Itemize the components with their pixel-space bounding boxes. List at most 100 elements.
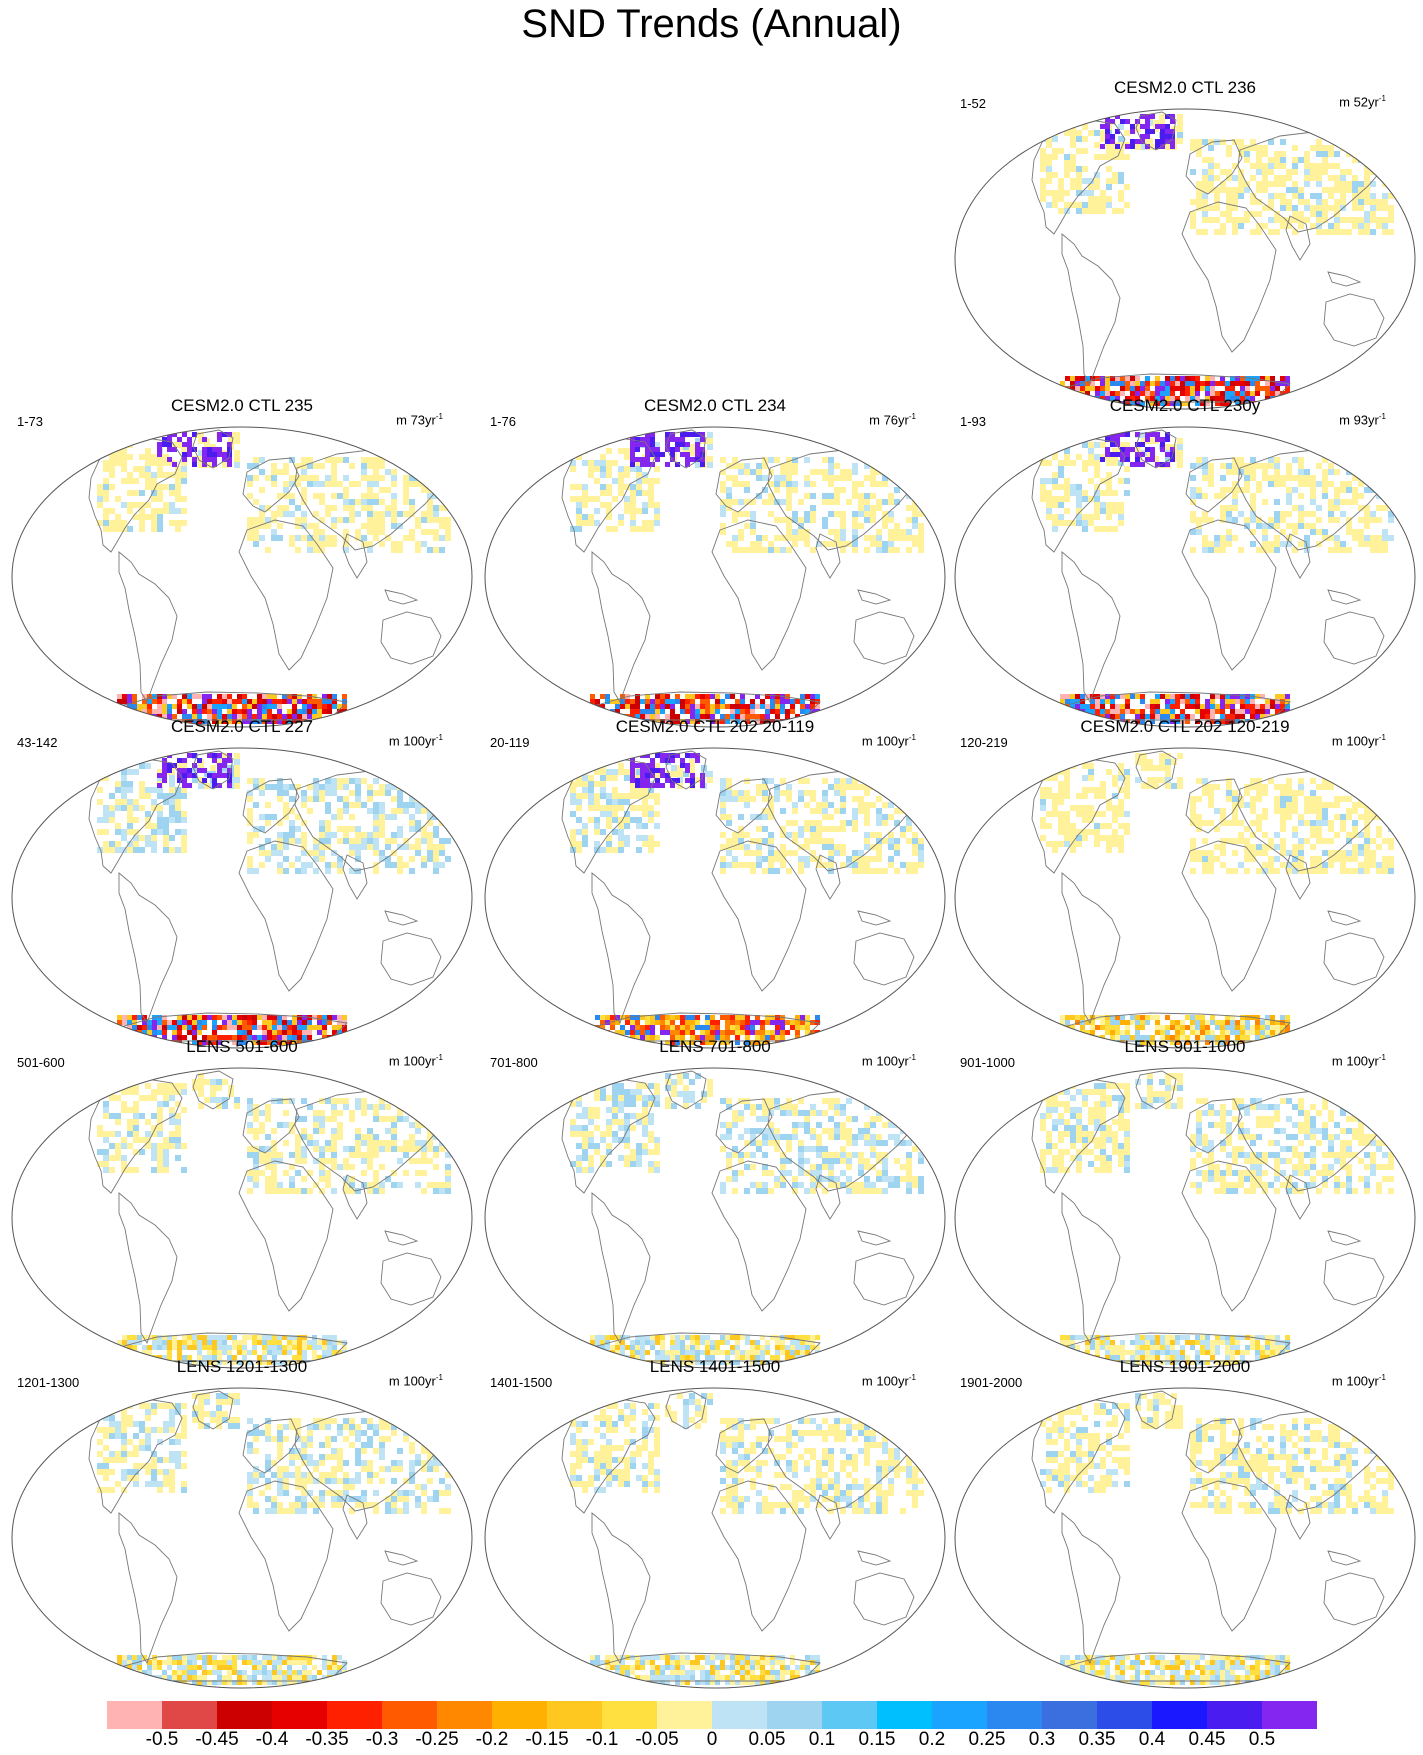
panel-units-exponent: -1 [908,733,916,742]
panel-period: 1901-2000 [960,1375,1023,1390]
colorbar-swatch [877,1701,933,1729]
colorbar-swatch [712,1701,768,1729]
colorbar-tick-label: -0.2 [475,1729,509,1750]
map-panel: LENS 1401-1500 1401-1500 m 100yr-1 [480,1357,950,1689]
map-plot [954,426,1416,728]
colorbar-swatch [327,1701,383,1729]
panel-units-text: m 100yr [1331,733,1379,749]
map-panel: LENS 501-600 501-600 m 100yr-1 [7,1037,477,1369]
panel-period: 1-73 [17,414,44,429]
map-panel: LENS 901-1000 901-1000 m 100yr-1 [950,1037,1420,1369]
colorbar-tick-label: -0.1 [585,1729,619,1750]
panel-title: LENS 901-1000 [1124,1037,1246,1056]
colorbar-swatch [1152,1701,1208,1729]
map-panel: CESM2.0 CTL 236 1-52 m 52yr-1 [950,78,1420,410]
panel-period: 20-119 [490,735,530,750]
panel-title: CESM2.0 CTL 202 120-219 [1080,717,1290,736]
panel-units-exponent: -1 [908,412,916,421]
map-plot [954,747,1416,1049]
panel-period: 1-76 [490,414,517,429]
panel-title: LENS 1201-1300 [176,1357,308,1376]
panel-units: m 100yr-1 [1332,1373,1386,1388]
colorbar-tick-label: -0.45 [195,1729,239,1750]
colorbar-swatch [932,1701,988,1729]
map-plot [11,747,473,1049]
map-plot [954,1067,1416,1369]
panel-title: CESM2.0 CTL 235 [170,396,314,415]
colorbar-tick-label: -0.25 [415,1729,459,1750]
colorbar-swatch [217,1701,273,1729]
panel-period: 120-219 [960,735,1008,750]
panel-title: LENS 1901-2000 [1119,1357,1251,1376]
panel-units-text: m 100yr [861,1053,909,1069]
colorbar-swatch [437,1701,493,1729]
map-plot [954,108,1416,410]
panel-units-exponent: -1 [435,1373,443,1382]
panel-units-exponent: -1 [435,733,443,742]
colorbar-swatch [767,1701,823,1729]
panel-units-exponent: -1 [1378,412,1386,421]
map-panel: CESM2.0 CTL 202 120-219 120-219 m 100yr-1 [950,717,1420,1049]
colorbar [107,1701,1317,1729]
colorbar-swatch [1097,1701,1153,1729]
panel-units-exponent: -1 [435,1053,443,1062]
colorbar-swatch [1262,1701,1317,1729]
panel-units-exponent: -1 [435,412,443,421]
map-panel: LENS 1201-1300 1201-1300 m 100yr-1 [7,1357,477,1689]
panel-units-exponent: -1 [908,1373,916,1382]
colorbar-swatch [1042,1701,1098,1729]
colorbar-swatch [1207,1701,1263,1729]
colorbar-tick-label: 0.5 [1248,1729,1276,1750]
colorbar-tick-label: 0 [706,1729,718,1750]
panel-units-exponent: -1 [1378,94,1386,103]
map-plot [954,1387,1416,1689]
panel-title: LENS 501-600 [186,1037,298,1056]
panel-title: LENS 1401-1500 [649,1357,781,1376]
map-panel: CESM2.0 CTL 230y 1-93 m 93yr-1 [950,396,1420,728]
panel-units: m 100yr-1 [862,1053,916,1068]
colorbar-tick-label: 0.4 [1138,1729,1166,1750]
panel-units-text: m 100yr [1331,1373,1379,1389]
colorbar-swatch [987,1701,1043,1729]
panel-title: CESM2.0 CTL 234 [643,396,787,415]
panel-units-text: m 100yr [388,1373,436,1389]
colorbar-swatch [822,1701,878,1729]
panel-period: 701-800 [490,1055,538,1070]
panel-period: 501-600 [17,1055,65,1070]
colorbar-tick-label: 0.25 [968,1729,1006,1750]
colorbar-swatch [602,1701,658,1729]
colorbar-tick-label: -0.35 [305,1729,349,1750]
colorbar-swatch [382,1701,438,1729]
panel-period: 901-1000 [960,1055,1015,1070]
panel-period: 43-142 [17,735,58,750]
map-plot [11,1387,473,1689]
panel-units: m 100yr-1 [862,1373,916,1388]
panel-units: m 100yr-1 [1332,733,1386,748]
panel-units: m 76yr-1 [869,412,916,427]
colorbar-tick-label: 0.05 [748,1729,786,1750]
panel-units-text: m 100yr [388,1053,436,1069]
panel-units: m 100yr-1 [389,1053,443,1068]
colorbar-tick-label: 0.3 [1028,1729,1056,1750]
panel-units-text: m 93yr [1339,412,1379,428]
colorbar-tick-label: -0.15 [525,1729,569,1750]
colorbar-swatch [547,1701,603,1729]
panel-units-text: m 100yr [388,733,436,749]
panel-title: CESM2.0 CTL 236 [1113,78,1257,97]
colorbar-tick-label: -0.5 [145,1729,179,1750]
colorbar-swatch [657,1701,713,1729]
map-plot [11,426,473,728]
panel-units-exponent: -1 [908,1053,916,1062]
panel-units: m 52yr-1 [1339,94,1386,109]
colorbar-tick-label: 0.1 [808,1729,836,1750]
colorbar-tick-label: 0.35 [1078,1729,1116,1750]
colorbar-swatch [162,1701,218,1729]
map-panel: CESM2.0 CTL 202 20-119 20-119 m 100yr-1 [480,717,950,1049]
map-plot [484,747,946,1049]
map-plot [484,426,946,728]
colorbar-tick-label: 0.15 [858,1729,896,1750]
colorbar-swatch [107,1701,163,1729]
panel-units-text: m 73yr [396,412,436,428]
panel-period: 1401-1500 [490,1375,553,1390]
panel-units-text: m 100yr [861,1373,909,1389]
